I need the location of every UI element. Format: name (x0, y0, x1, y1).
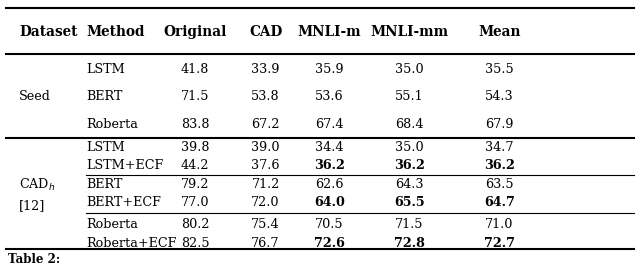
Text: LSTM+ECF: LSTM+ECF (86, 159, 164, 172)
Text: 39.8: 39.8 (181, 140, 209, 154)
Text: BERT: BERT (86, 178, 123, 191)
Text: 55.1: 55.1 (396, 90, 424, 103)
Text: 63.5: 63.5 (485, 178, 513, 191)
Text: 64.7: 64.7 (484, 196, 515, 209)
Text: 67.9: 67.9 (485, 117, 513, 131)
Text: Roberta: Roberta (86, 117, 138, 131)
Text: Dataset: Dataset (19, 25, 77, 39)
Text: 70.5: 70.5 (316, 218, 344, 231)
Text: Method: Method (86, 25, 145, 39)
Text: BERT+ECF: BERT+ECF (86, 196, 161, 209)
Text: 34.4: 34.4 (316, 140, 344, 154)
Text: 71.5: 71.5 (181, 90, 209, 103)
Text: 34.7: 34.7 (485, 140, 513, 154)
Text: Mean: Mean (478, 25, 520, 39)
Text: 39.0: 39.0 (252, 140, 280, 154)
Text: 82.5: 82.5 (181, 237, 209, 250)
Text: 33.9: 33.9 (252, 63, 280, 76)
Text: 53.8: 53.8 (252, 90, 280, 103)
Text: 77.0: 77.0 (181, 196, 209, 209)
Text: 75.4: 75.4 (252, 218, 280, 231)
Text: 71.2: 71.2 (252, 178, 280, 191)
Text: 53.6: 53.6 (316, 90, 344, 103)
Text: BERT: BERT (86, 90, 123, 103)
Text: 80.2: 80.2 (181, 218, 209, 231)
Text: 72.8: 72.8 (394, 237, 425, 250)
Text: 35.5: 35.5 (485, 63, 513, 76)
Text: 35.0: 35.0 (396, 140, 424, 154)
Text: 79.2: 79.2 (181, 178, 209, 191)
Text: 76.7: 76.7 (252, 237, 280, 250)
Text: 83.8: 83.8 (181, 117, 209, 131)
Text: LSTM: LSTM (86, 140, 125, 154)
Text: 36.2: 36.2 (314, 159, 345, 172)
Text: 72.0: 72.0 (252, 196, 280, 209)
Text: 35.0: 35.0 (396, 63, 424, 76)
Text: 67.4: 67.4 (316, 117, 344, 131)
Text: CAD$_h$: CAD$_h$ (19, 177, 56, 193)
Text: Original: Original (163, 25, 227, 39)
Text: 62.6: 62.6 (316, 178, 344, 191)
Text: 71.0: 71.0 (485, 218, 513, 231)
Text: 41.8: 41.8 (181, 63, 209, 76)
Text: Seed: Seed (19, 90, 51, 103)
Text: MNLI-m: MNLI-m (298, 25, 362, 39)
Text: Roberta: Roberta (86, 218, 138, 231)
Text: 36.2: 36.2 (394, 159, 425, 172)
Text: CAD: CAD (249, 25, 282, 39)
Text: 54.3: 54.3 (485, 90, 513, 103)
Text: 67.2: 67.2 (252, 117, 280, 131)
Text: [12]: [12] (19, 199, 45, 212)
Text: 68.4: 68.4 (396, 117, 424, 131)
Text: 71.5: 71.5 (396, 218, 424, 231)
Text: 64.3: 64.3 (396, 178, 424, 191)
Text: 35.9: 35.9 (316, 63, 344, 76)
Text: LSTM: LSTM (86, 63, 125, 76)
Text: MNLI-mm: MNLI-mm (371, 25, 449, 39)
Text: 72.7: 72.7 (484, 237, 515, 250)
Text: 37.6: 37.6 (252, 159, 280, 172)
Text: 44.2: 44.2 (181, 159, 209, 172)
Text: Table 2:: Table 2: (8, 253, 60, 265)
Text: 72.6: 72.6 (314, 237, 345, 250)
Text: Roberta+ECF: Roberta+ECF (86, 237, 177, 250)
Text: 36.2: 36.2 (484, 159, 515, 172)
Text: 65.5: 65.5 (394, 196, 425, 209)
Text: 64.0: 64.0 (314, 196, 345, 209)
